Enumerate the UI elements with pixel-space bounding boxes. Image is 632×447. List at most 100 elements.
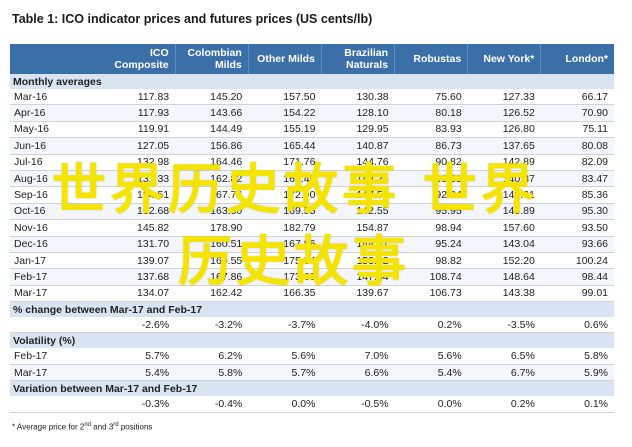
- price-table: ICO Composite Colombian Milds Other Milds Bra…: [10, 44, 614, 413]
- table-cell: 143.25: [321, 170, 395, 188]
- column-header: ICO Composite: [102, 44, 176, 74]
- table-cell: 83.93: [394, 121, 468, 139]
- table-cell: 160.51: [175, 236, 249, 253]
- table-cell: 5.8%: [540, 348, 614, 365]
- table-row: -0.3% -0.4% 0.0% -0.5% 0.0% 0.2% 0.1%: [10, 396, 614, 413]
- table-cell: 108.74: [394, 268, 468, 286]
- table-row: Mar-16 117.83 145.20 157.50 130.38 75.60 127.3…: [10, 89, 614, 106]
- row-label: Mar-17: [10, 364, 102, 382]
- table-cell: -3.7%: [248, 317, 322, 334]
- table-cell: 0.6%: [540, 317, 614, 334]
- row-label: Feb-17: [10, 348, 102, 365]
- table-cell: 169.55: [248, 203, 322, 221]
- column-header: Colombian Milds: [175, 44, 249, 74]
- table-cell: 127.05: [102, 137, 176, 155]
- table-cell: 5.6%: [248, 348, 322, 365]
- table-cell: 144.49: [175, 121, 249, 139]
- table-cell: -0.4%: [175, 396, 249, 413]
- table-cell: 126.80: [467, 121, 541, 139]
- table-row: Feb-17 5.7% 6.2% 5.6% 7.0% 5.6% 6.5% 5.8%: [10, 348, 614, 365]
- section-volatility: Volatility (%): [10, 332, 614, 349]
- row-label: May-16: [10, 121, 102, 139]
- table-title: Table 1: ICO indicator prices and future…: [12, 12, 373, 26]
- table-cell: 93.66: [540, 236, 614, 253]
- row-label: Sep-16: [10, 186, 102, 204]
- table-cell: 5.6%: [394, 348, 468, 365]
- table-cell: 130.38: [321, 89, 395, 106]
- table-cell: 137.68: [102, 268, 176, 286]
- table-cell: 5.4%: [394, 364, 468, 382]
- table-cell: 128.10: [321, 104, 395, 122]
- table-cell: 131.70: [102, 236, 176, 253]
- footnote: * Average price for 2nd and 3rd position…: [12, 422, 153, 432]
- column-header: New York*: [467, 44, 542, 74]
- table-row: Oct-16 132.68 163.80 169.55 142.55 95.95 143.8…: [10, 203, 614, 221]
- table-cell: 5.4%: [102, 364, 176, 382]
- table-cell: 95.24: [394, 236, 468, 253]
- table-row: Aug-16 131.33 162.82 169.40 143.25 90.59 140.8…: [10, 170, 614, 188]
- table-cell: 90.82: [394, 154, 468, 171]
- table-cell: 82.09: [540, 154, 614, 171]
- table-cell: 169.40: [248, 170, 322, 188]
- table-cell: 117.83: [102, 89, 176, 106]
- table-cell: 5.7%: [248, 364, 322, 382]
- table-cell: 117.93: [102, 104, 176, 122]
- row-label: Oct-16: [10, 203, 102, 221]
- table-cell: 98.82: [394, 252, 468, 270]
- table-cell: 164.46: [175, 154, 249, 171]
- table-cell: 5.7%: [102, 348, 176, 365]
- table-cell: 172.90: [248, 186, 322, 204]
- table-cell: 143.04: [467, 236, 541, 253]
- table-cell: 140.87: [467, 170, 541, 188]
- table-cell: 144.57: [321, 236, 395, 253]
- table-cell: 92.04: [394, 186, 468, 204]
- table-row: Feb-17 137.68 167.86 173.60 147.84 108.74 148.…: [10, 268, 614, 286]
- table-row: Apr-16 117.93 143.66 154.22 128.10 80.18 126.5…: [10, 104, 614, 122]
- table-cell: -2.6%: [102, 317, 176, 334]
- column-header: Robustas: [394, 44, 469, 74]
- table-cell: 173.60: [248, 268, 322, 286]
- table-cell: -0.3%: [102, 396, 176, 413]
- table-cell: 126.52: [467, 104, 541, 122]
- table-cell: 98.44: [540, 268, 614, 286]
- table-cell: 145.61: [467, 186, 541, 204]
- table-row: Nov-16 145.82 178.90 182.79 154.87 98.94 157.6…: [10, 219, 614, 237]
- table-cell: 106.73: [394, 285, 468, 303]
- table-cell: -3.5%: [467, 317, 541, 334]
- section-percent-change: % change between Mar-17 and Feb-17: [10, 301, 614, 318]
- table-cell: 127.33: [467, 89, 541, 106]
- table-cell: 100.24: [540, 252, 614, 270]
- header-row: ICO Composite Colombian Milds Other Milds Bra…: [10, 44, 614, 74]
- table-cell: 142.89: [467, 154, 541, 171]
- table-cell: 0.0%: [394, 396, 468, 413]
- table-cell: 169.55: [175, 252, 249, 270]
- table-row: Dec-16 131.70 160.51 167.86 144.57 95.24 143.0…: [10, 236, 614, 253]
- column-header: Other Milds: [248, 44, 322, 74]
- table-cell: 6.2%: [175, 348, 249, 365]
- row-label: [10, 317, 102, 334]
- table-cell: 5.8%: [175, 364, 249, 382]
- table-row: Jun-16 127.05 156.86 165.44 140.87 86.73 137.6…: [10, 137, 614, 155]
- table-cell: 167.86: [175, 268, 249, 286]
- table-row: Sep-16 134.51 167.76 172.90 147.57 92.04 145.6…: [10, 186, 614, 204]
- table-cell: 182.79: [248, 219, 322, 237]
- table-cell: 157.50: [248, 89, 322, 106]
- table-cell: 6.7%: [467, 364, 541, 382]
- table-cell: 6.6%: [321, 364, 395, 382]
- table-cell: 6.5%: [467, 348, 541, 365]
- table-cell: 95.95: [394, 203, 468, 221]
- table-cell: 162.42: [175, 285, 249, 303]
- table-cell: 162.82: [175, 170, 249, 188]
- table-cell: 75.60: [394, 89, 468, 106]
- table-cell: 154.87: [321, 219, 395, 237]
- table-cell: 134.51: [102, 186, 176, 204]
- table-cell: 119.91: [102, 121, 176, 139]
- table-cell: -3.2%: [175, 317, 249, 334]
- table-row: Jan-17 139.07 169.55 175.34 153.02 98.82 152.2…: [10, 252, 614, 270]
- row-label: Jul-16: [10, 154, 102, 171]
- table-cell: 85.36: [540, 186, 614, 204]
- table-cell: 86.73: [394, 137, 468, 155]
- table-cell: 178.90: [175, 219, 249, 237]
- section-variation: Variation between Mar-17 and Feb-17: [10, 380, 614, 397]
- table-cell: 166.35: [248, 285, 322, 303]
